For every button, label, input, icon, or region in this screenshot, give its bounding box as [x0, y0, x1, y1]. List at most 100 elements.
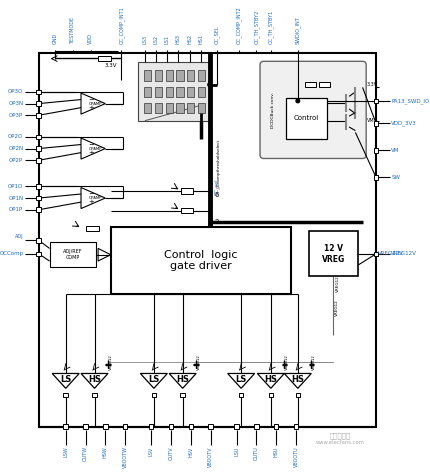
- Bar: [238, 393, 243, 397]
- Text: PA13_SWD_IO: PA13_SWD_IO: [390, 98, 429, 104]
- Bar: [187, 103, 194, 114]
- Bar: [37, 101, 41, 106]
- Bar: [197, 87, 205, 97]
- Text: OUTV: OUTV: [168, 447, 173, 460]
- Bar: [273, 424, 278, 429]
- Text: 电子发烧友: 电子发烧友: [329, 432, 350, 439]
- Text: VM: VM: [366, 118, 374, 123]
- Bar: [39, 53, 375, 427]
- Text: OC_SEL: OC_SEL: [214, 26, 219, 44]
- Text: OP2N: OP2N: [8, 146, 23, 151]
- Bar: [180, 393, 184, 397]
- Text: LSU: LSU: [233, 447, 239, 455]
- Bar: [295, 393, 299, 397]
- Text: −: −: [89, 141, 94, 148]
- Bar: [154, 103, 162, 114]
- Text: OP1O: OP1O: [8, 184, 23, 189]
- Bar: [373, 121, 378, 126]
- Bar: [137, 62, 209, 121]
- Bar: [181, 188, 193, 193]
- Text: OC_sel: OC_sel: [214, 178, 219, 194]
- Text: ADJ: ADJ: [15, 234, 23, 239]
- Bar: [37, 184, 41, 189]
- Text: HS2: HS2: [187, 34, 192, 44]
- Text: 3.3V: 3.3V: [104, 63, 117, 68]
- Bar: [37, 90, 41, 94]
- Bar: [165, 103, 172, 114]
- Bar: [165, 87, 172, 97]
- Bar: [63, 424, 68, 429]
- Text: LS3: LS3: [142, 35, 147, 44]
- Bar: [103, 424, 108, 429]
- Text: OCcompthresholdselect: OCcompthresholdselect: [216, 140, 220, 188]
- Text: HSV: HSV: [188, 447, 193, 456]
- Bar: [123, 424, 127, 429]
- Text: 3.3V: 3.3V: [366, 82, 377, 87]
- Text: −: −: [89, 96, 94, 103]
- Text: HSU: HSU: [273, 447, 278, 457]
- Text: TESTMODE: TESTMODE: [70, 17, 75, 44]
- Text: HSW: HSW: [103, 447, 108, 458]
- Text: OP1P: OP1P: [9, 207, 23, 212]
- Text: LSW: LSW: [63, 447, 68, 457]
- Text: +: +: [89, 105, 94, 111]
- Bar: [92, 393, 96, 397]
- Text: SWDIO_INT: SWDIO_INT: [294, 17, 300, 44]
- Text: OC_TH_STBY2: OC_TH_STBY2: [253, 10, 259, 44]
- Bar: [63, 393, 68, 397]
- Bar: [234, 424, 238, 429]
- Text: OC_COMP_INT2: OC_COMP_INT2: [236, 7, 242, 44]
- Bar: [268, 393, 273, 397]
- Circle shape: [207, 83, 211, 87]
- Bar: [373, 148, 378, 153]
- Text: VREG12: VREG12: [197, 354, 200, 370]
- Text: OP3P: OP3P: [9, 113, 23, 118]
- Bar: [144, 70, 151, 81]
- Bar: [154, 70, 162, 81]
- Text: VBOOTU: VBOOTU: [293, 447, 298, 467]
- Text: LS: LS: [148, 375, 159, 384]
- Bar: [373, 99, 378, 103]
- Text: OCComp: OCComp: [0, 251, 23, 256]
- Text: OC_TH_STBY1: OC_TH_STBY1: [267, 10, 273, 44]
- Text: 6: 6: [214, 193, 218, 198]
- Bar: [176, 87, 183, 97]
- Text: VREG12: VREG12: [334, 299, 338, 316]
- Text: GND: GND: [52, 33, 57, 44]
- Text: HS: HS: [291, 375, 304, 384]
- Text: OP1N: OP1N: [8, 195, 23, 201]
- Text: OP2O: OP2O: [8, 134, 23, 140]
- Text: OP2P: OP2P: [9, 158, 23, 163]
- Text: Control: Control: [293, 115, 318, 122]
- Text: www.elecfans.com: www.elecfans.com: [315, 440, 364, 445]
- Bar: [37, 135, 41, 139]
- Text: LS: LS: [60, 375, 71, 384]
- Text: VREG12: VREG12: [335, 275, 339, 292]
- Text: VREG12V: VREG12V: [377, 251, 403, 256]
- Bar: [208, 424, 212, 429]
- Bar: [181, 208, 193, 213]
- Bar: [308, 231, 357, 276]
- Bar: [197, 70, 205, 81]
- Bar: [111, 227, 290, 294]
- Bar: [37, 113, 41, 118]
- Bar: [187, 87, 194, 97]
- Bar: [144, 103, 151, 114]
- Text: OC_COMP_INT1: OC_COMP_INT1: [118, 7, 124, 44]
- Text: HS1: HS1: [198, 34, 203, 44]
- Bar: [254, 424, 258, 429]
- Bar: [176, 103, 183, 114]
- Bar: [176, 70, 183, 81]
- Text: VBOOTV: VBOOTV: [208, 447, 212, 467]
- Text: SW: SW: [390, 175, 399, 180]
- Bar: [168, 424, 173, 429]
- Bar: [154, 87, 162, 97]
- Bar: [373, 175, 378, 180]
- Text: LS2: LS2: [153, 35, 158, 44]
- Text: HS: HS: [88, 375, 101, 384]
- Text: LSV: LSV: [148, 447, 154, 455]
- Text: +: +: [89, 149, 94, 156]
- Bar: [187, 70, 194, 81]
- Text: ADJ/REF
COMP: ADJ/REF COMP: [63, 249, 83, 260]
- Text: VDD_3V3: VDD_3V3: [390, 121, 416, 126]
